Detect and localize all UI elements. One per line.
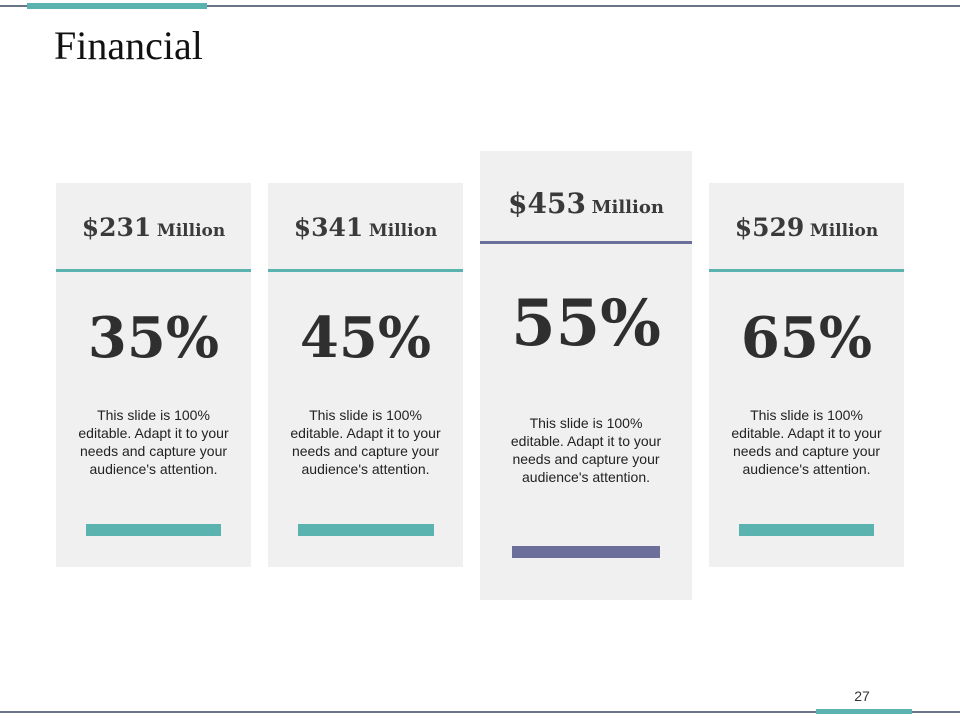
amount-label: $529 Million (709, 213, 904, 242)
financial-card-3-highlighted: $453 Million 55% This slide is 100% edit… (480, 151, 692, 600)
amount-unit: Million (591, 197, 664, 218)
card-description: This slide is 100% editable. Adapt it to… (510, 415, 662, 485)
amount-value: $341 (293, 213, 364, 242)
percent-value: 35% (87, 305, 220, 371)
card-accent-bar (86, 524, 221, 536)
card-divider (56, 269, 251, 272)
card-accent-bar (739, 524, 874, 536)
card-description: This slide is 100% editable. Adapt it to… (290, 407, 441, 477)
amount-value: $529 (734, 213, 805, 242)
card-divider (480, 241, 692, 244)
amount-unit: Million (368, 221, 438, 241)
card-divider (268, 269, 463, 272)
slide-title: Financial (54, 23, 203, 68)
card-divider (709, 269, 904, 272)
financial-card-1: $231 Million 35% This slide is 100% edit… (56, 183, 251, 567)
amount-label: $453 Million (480, 187, 692, 220)
top-accent-bar (27, 3, 207, 9)
bottom-rule (0, 711, 960, 713)
bottom-accent-bar (816, 709, 912, 714)
percent-value: 65% (740, 305, 873, 371)
amount-value: $453 (508, 187, 586, 220)
card-description: This slide is 100% editable. Adapt it to… (78, 407, 229, 477)
financial-card-4: $529 Million 65% This slide is 100% edit… (709, 183, 904, 567)
top-rule (0, 5, 960, 7)
card-accent-bar (512, 546, 660, 558)
amount-unit: Million (809, 221, 879, 241)
percent-value: 45% (299, 305, 432, 371)
page-number: 27 (854, 688, 870, 704)
card-description: This slide is 100% editable. Adapt it to… (731, 407, 882, 477)
amount-unit: Million (156, 221, 226, 241)
amount-value: $231 (81, 213, 152, 242)
percent-value: 55% (511, 286, 661, 361)
card-accent-bar (298, 524, 434, 536)
financial-card-2: $341 Million 45% This slide is 100% edit… (268, 183, 463, 567)
amount-label: $231 Million (56, 213, 251, 242)
amount-label: $341 Million (268, 213, 463, 242)
